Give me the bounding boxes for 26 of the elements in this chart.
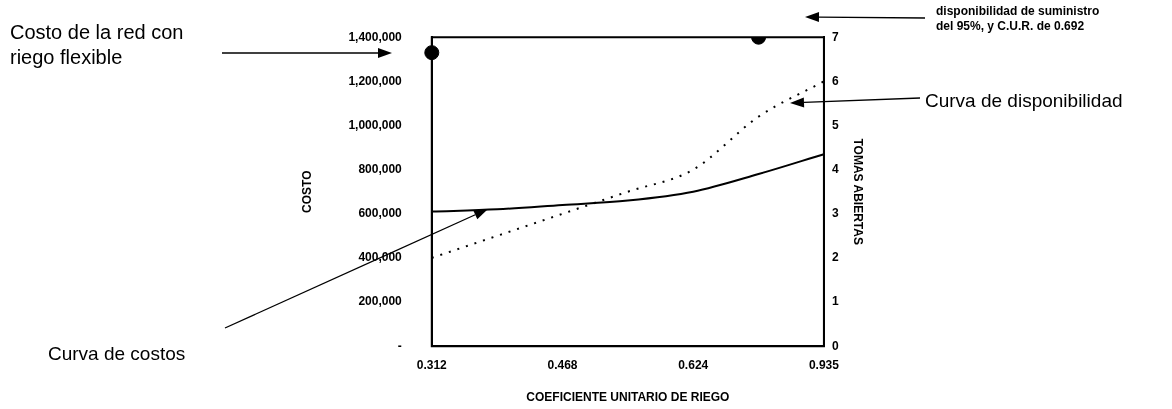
y2-axis-title: TOMAS ABIERTAS [851, 138, 866, 245]
y-tick-label: 1,000,000 [348, 117, 403, 132]
y2-tick-label: 3 [831, 206, 839, 221]
y-tick-label: - [397, 338, 402, 353]
y2-tick-label: 4 [831, 161, 839, 176]
y-tick-label: 1,200,000 [348, 73, 403, 88]
y-tick-label: 200,000 [358, 294, 403, 309]
text: Curva de costos [48, 342, 187, 366]
y-tick-label: 1,400,000 [348, 29, 403, 44]
y2-tick-label: 0 [831, 338, 839, 353]
x-tick-label: 0.624 [678, 357, 709, 372]
text: Costo de la red con riego flexible [10, 20, 185, 70]
y2-tick-label: 5 [831, 117, 839, 132]
y2-tick-label: 6 [831, 73, 839, 88]
text: disponibilidad de suministro del 95%, y C.U.R. de 0.692 [936, 4, 1101, 34]
y2-tick-label: 2 [831, 250, 839, 265]
y-tick-label: 800,000 [358, 161, 403, 176]
y2-tick-label: 7 [831, 29, 839, 44]
y-tick-label: 600,000 [358, 206, 403, 221]
x-axis-title: COEFICIENTE UNITARIO DE RIEGO [526, 390, 730, 405]
text: Curva de disponibilidad [925, 89, 1124, 113]
x-tick-label: 0.312 [416, 357, 448, 372]
y2-tick-label: 1 [831, 294, 839, 309]
x-tick-label: 0.468 [547, 357, 578, 372]
x-tick-label: 0.935 [808, 357, 840, 372]
y-axis-title: COSTO [299, 170, 314, 213]
